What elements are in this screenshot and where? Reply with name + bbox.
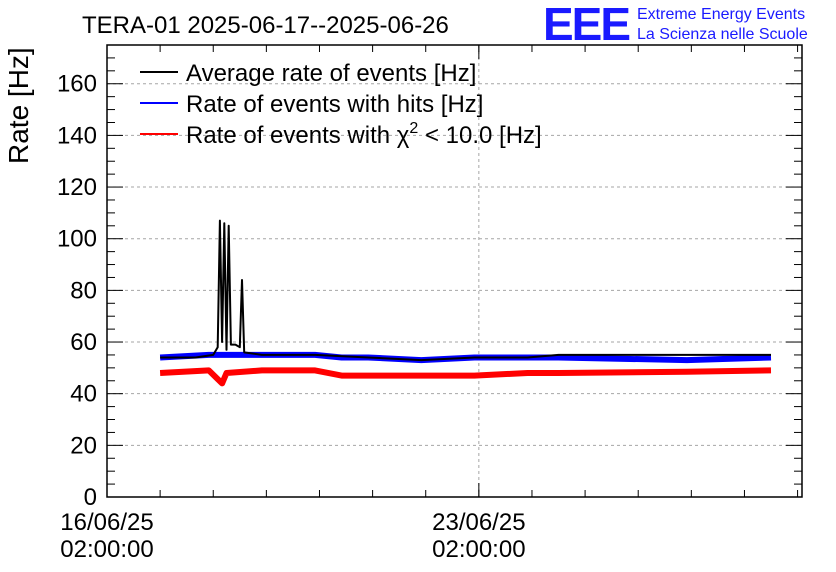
- y-tick-label: 80: [70, 277, 97, 304]
- y-axis-label: Rate [Hz]: [3, 47, 34, 164]
- legend-entry-0: Average rate of events [Hz]: [186, 60, 476, 87]
- logo-line-1: Extreme Energy Events: [637, 6, 805, 23]
- logo-line-2: La Scienza nelle Scuole: [637, 26, 808, 43]
- x-tick-label-date: 16/06/25: [60, 509, 153, 536]
- y-tick-label: 0: [84, 484, 97, 511]
- x-tick-label-time: 02:00:00: [432, 536, 525, 563]
- legend-entry-1: Rate of events with hits [Hz]: [186, 91, 483, 118]
- eee-logo: EEE Extreme Energy Events La Scienza nel…: [543, 0, 808, 50]
- legend: Average rate of events [Hz] Rate of event…: [140, 60, 542, 149]
- series-layer: [159, 219, 772, 387]
- plot-frame: [106, 44, 803, 498]
- x-tick-label-date: 23/06/25: [432, 509, 525, 536]
- y-tick-label: 100: [57, 226, 97, 253]
- y-tick-label: 60: [70, 329, 97, 356]
- y-tick-label: 40: [70, 381, 97, 408]
- logo-mark: EEE: [543, 0, 629, 50]
- y-tick-label: 160: [57, 71, 97, 98]
- axes: 02040608010012014016016/06/2502:00:0023/…: [57, 44, 803, 563]
- x-tick-label-time: 02:00:00: [60, 536, 153, 563]
- chart-title: TERA-01 2025-06-17--2025-06-26: [82, 12, 449, 39]
- series-line-0: [160, 219, 771, 362]
- y-tick-label: 120: [57, 174, 97, 201]
- legend-entry-2: Rate of events with χ2 < 10.0 [Hz]: [186, 120, 542, 149]
- y-tick-label: 140: [57, 122, 97, 149]
- series-line-2: [159, 367, 772, 387]
- y-tick-label: 20: [70, 432, 97, 459]
